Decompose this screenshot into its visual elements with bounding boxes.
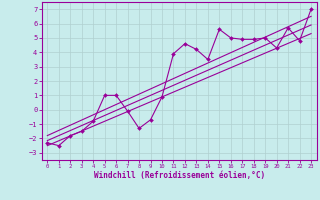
X-axis label: Windchill (Refroidissement éolien,°C): Windchill (Refroidissement éolien,°C) (94, 171, 265, 180)
